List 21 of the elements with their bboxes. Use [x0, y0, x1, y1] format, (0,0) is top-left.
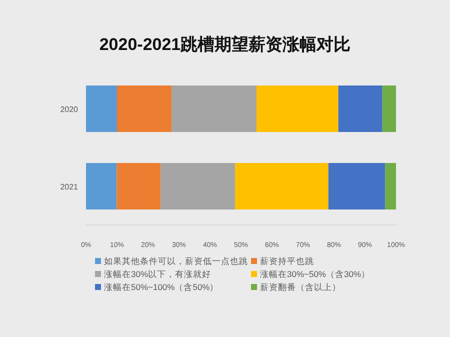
y-tick-label: 2021 [60, 182, 79, 192]
chart-title: 2020-2021跳槽期望薪资涨幅对比 [99, 35, 351, 54]
legend-label: 涨幅在50%~100%（含50%） [104, 282, 219, 292]
legend-label: 薪资翻番（含以上） [260, 282, 341, 292]
bar [382, 86, 396, 132]
bar [385, 163, 396, 210]
bar [235, 163, 328, 210]
bar [328, 163, 386, 210]
legend-label: 如果其他条件可以，薪资低一点也跳 [104, 256, 248, 266]
bar [160, 163, 236, 210]
legend-label: 薪资持平也跳 [260, 256, 314, 266]
bar [256, 86, 338, 132]
legend-label: 涨幅在30%~50%（含30%） [260, 269, 370, 279]
bar [338, 86, 382, 132]
bar [86, 86, 117, 132]
bar [86, 163, 117, 210]
legend-label: 涨幅在30%以下，有涨就好 [104, 269, 212, 279]
bar [172, 86, 256, 132]
bar [117, 86, 172, 132]
bar [116, 163, 161, 210]
y-tick-label: 2020 [60, 104, 79, 114]
